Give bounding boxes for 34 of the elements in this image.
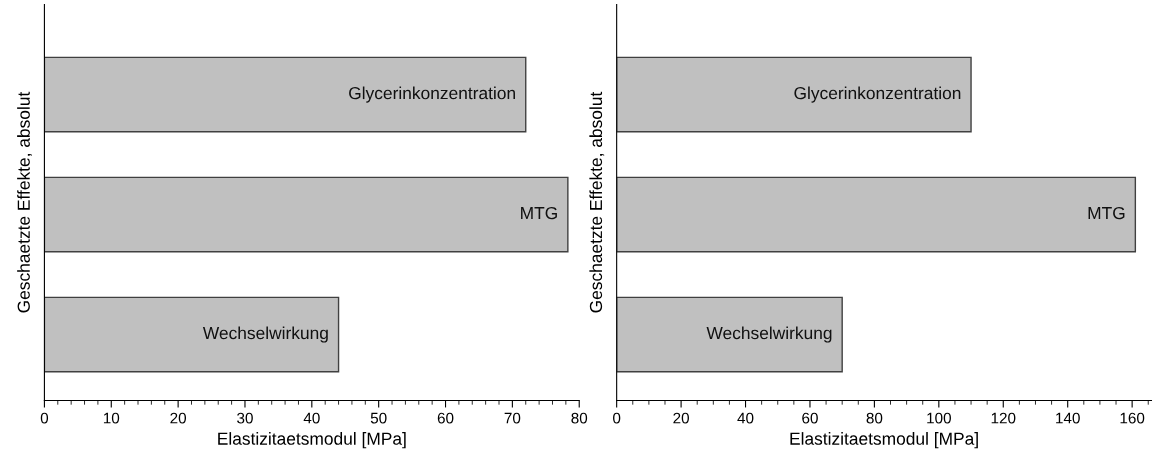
- y-tick-label: Glycerinkonzentration: [794, 86, 961, 103]
- x-tick-label: 160: [1120, 412, 1145, 424]
- x-tick-label: 80: [571, 412, 588, 424]
- x-tick-label: 60: [437, 412, 454, 424]
- x-tick-label: 120: [991, 412, 1016, 424]
- bar: [616, 176, 1137, 253]
- bar: [44, 176, 569, 253]
- bar: [616, 56, 972, 133]
- x-axis-title: Elastizitaetsmodul [MPa]: [218, 432, 406, 449]
- x-axis-title: Elastizitaetsmodul [MPa]: [790, 432, 978, 449]
- x-tick-label: 50: [370, 412, 387, 424]
- bar: [616, 296, 843, 373]
- x-tick-label: 80: [866, 412, 883, 424]
- x-tick-label: 0: [613, 412, 621, 424]
- x-tick-label: 40: [303, 412, 320, 424]
- x-tick-label: 20: [673, 412, 689, 424]
- y-tick-label: Glycerinkonzentration: [349, 86, 515, 103]
- x-tick-label: 30: [237, 412, 253, 424]
- bar: [44, 296, 340, 373]
- x-tick-label: 140: [1056, 412, 1080, 424]
- x-tick-label: 20: [170, 412, 187, 424]
- x-tick-label: 100: [927, 412, 951, 424]
- y-tick-label: MTG: [1088, 206, 1125, 220]
- x-tick-label: 40: [737, 412, 754, 424]
- x-tick-label: 10: [103, 412, 120, 424]
- y-axis-title: Geschaetzte Effekte, absolut: [17, 91, 32, 313]
- y-axis-title: Geschaetzte Effekte, absolut: [589, 91, 605, 313]
- y-tick-label: MTG: [521, 206, 557, 220]
- y-tick-label: Wechselwirkung: [706, 326, 832, 343]
- x-tick-label: 0: [40, 412, 49, 424]
- bar: [44, 56, 527, 133]
- x-tick-label: 60: [802, 412, 818, 424]
- x-tick-label: 70: [504, 412, 521, 424]
- y-tick-label: Wechselwirkung: [202, 326, 328, 343]
